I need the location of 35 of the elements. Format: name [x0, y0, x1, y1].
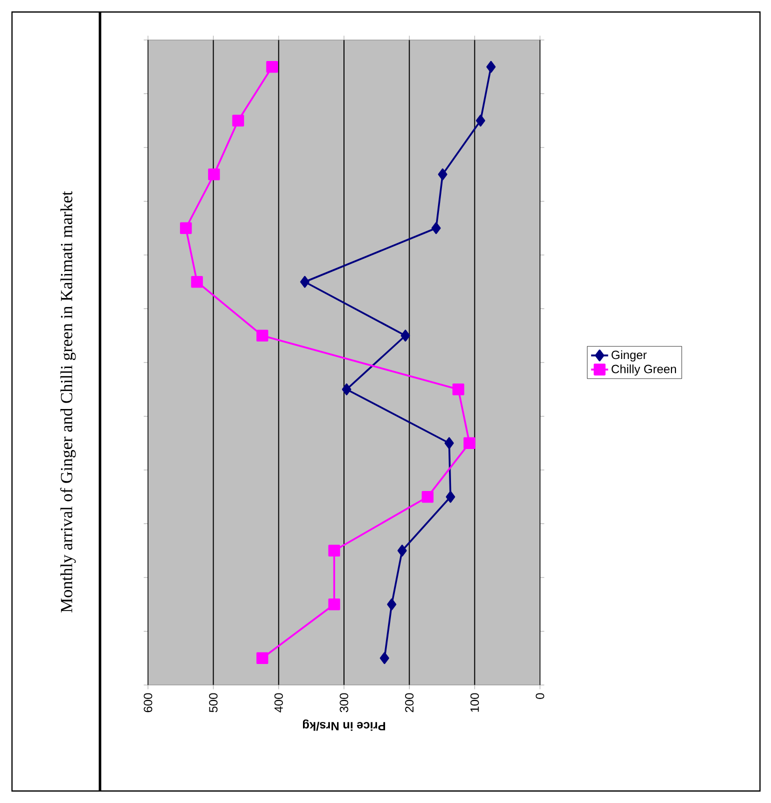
point — [266, 60, 278, 73]
point — [180, 222, 192, 234]
point — [300, 276, 310, 288]
x-tick-label: 500 — [209, 693, 218, 712]
point — [422, 490, 434, 503]
point — [328, 544, 340, 557]
x-tick-label: 300 — [340, 693, 348, 712]
point — [397, 544, 407, 557]
x-tick-label: 600 — [144, 693, 152, 712]
point — [476, 114, 486, 127]
point — [256, 330, 268, 342]
point — [256, 652, 268, 664]
x-tick-label: 100 — [470, 693, 479, 712]
point — [438, 168, 448, 180]
point — [342, 383, 352, 396]
point — [380, 652, 390, 664]
point — [191, 276, 203, 288]
point — [444, 437, 454, 450]
x-axis-title: Price in Nrs/kg — [302, 720, 386, 731]
x-tick-label: 200 — [405, 693, 414, 712]
point — [452, 383, 464, 396]
point — [486, 60, 496, 73]
point — [232, 114, 244, 127]
legend-label: Ginger — [612, 350, 647, 362]
point — [208, 168, 220, 180]
point — [431, 222, 441, 234]
x-tick-label: 0 — [536, 693, 544, 699]
point — [464, 437, 476, 450]
point — [446, 490, 456, 503]
point — [400, 330, 410, 342]
legend-label: Chilly Green — [612, 364, 676, 376]
point — [328, 598, 340, 610]
point — [387, 598, 396, 610]
x-tick-label: 400 — [274, 693, 283, 712]
text: Monthly arrival of Ginger and Chilli green in Kalimati market — [60, 191, 76, 612]
